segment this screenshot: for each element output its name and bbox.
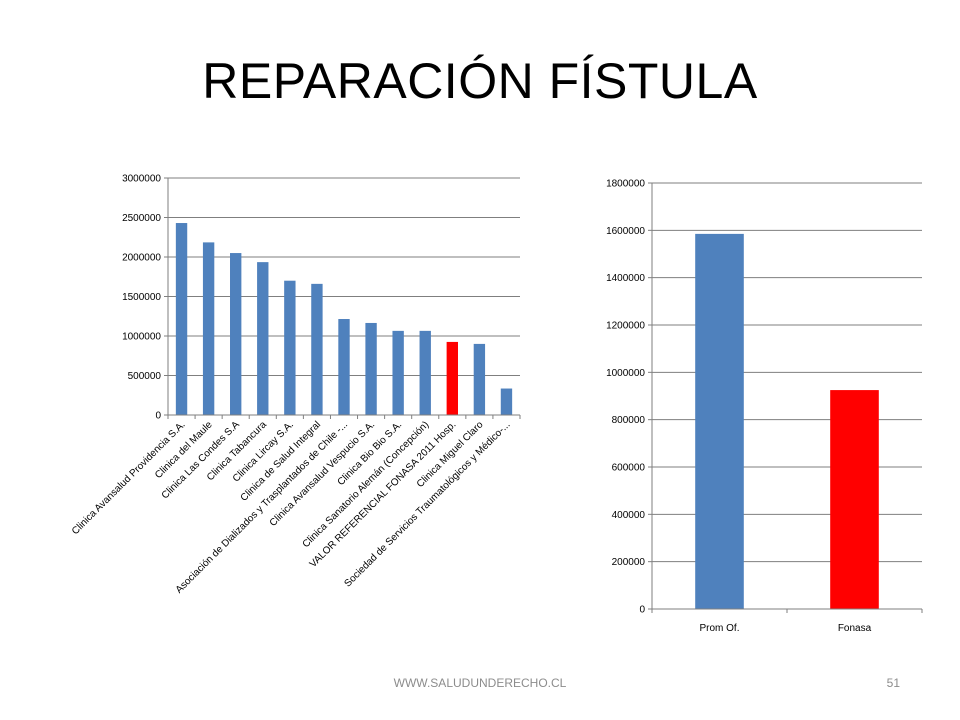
x-tick-label: Clinica Sanatorio Alemán (Concepción) [301, 419, 432, 550]
y-tick-label: 2000000 [122, 253, 161, 264]
bar [419, 330, 431, 415]
y-tick-label: 200000 [612, 557, 646, 568]
bar [202, 242, 215, 415]
bar [830, 390, 879, 609]
y-tick-label: 0 [639, 605, 645, 616]
y-tick-label: 1000000 [122, 332, 161, 343]
y-tick-label: 400000 [612, 510, 646, 521]
y-tick-label: 3000000 [122, 174, 161, 185]
bar [284, 280, 296, 415]
y-tick-label: 1200000 [606, 321, 645, 332]
y-tick-label: 600000 [612, 463, 646, 474]
y-tick-label: 500000 [128, 371, 162, 382]
x-tick-label: Fonasa [838, 623, 872, 634]
bar [446, 341, 458, 415]
x-tick-label: Prom Of. [699, 623, 739, 634]
bar [392, 330, 404, 415]
page-number: 51 [886, 676, 900, 690]
y-tick-label: 2500000 [122, 213, 161, 224]
bar [695, 233, 744, 609]
y-tick-label: 800000 [612, 415, 646, 426]
y-tick-label: 1400000 [606, 273, 645, 284]
bar [500, 388, 513, 415]
y-tick-label: 0 [155, 411, 161, 422]
footer-url: WWW.SALUDUNDERECHO.CL [393, 676, 567, 690]
x-tick-label: Clinica Avansalud Providencia S.A. [70, 419, 188, 537]
y-tick-label: 1600000 [606, 226, 645, 237]
bar [175, 223, 188, 415]
bar [230, 253, 242, 415]
bar-chart-2: 0 200000 400000 600000 800000 1000000 1200000 1… [606, 179, 923, 634]
bar [257, 262, 269, 415]
bar [473, 343, 486, 415]
y-tick-label: 1000000 [606, 368, 645, 379]
slide-title: REPARACIÓN FÍSTULA [202, 53, 758, 109]
bar-chart-1: 0 500000 1000000 1500000 2000000 2500000 30000… [70, 174, 521, 596]
y-tick-label: 1800000 [606, 179, 645, 190]
y-tick-label: 1500000 [122, 292, 161, 303]
bar [338, 319, 350, 415]
bar [365, 322, 377, 415]
bar [311, 283, 323, 415]
